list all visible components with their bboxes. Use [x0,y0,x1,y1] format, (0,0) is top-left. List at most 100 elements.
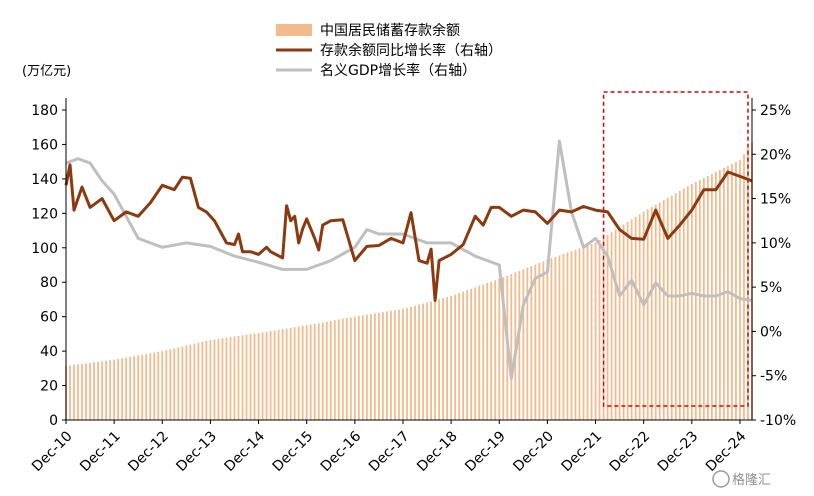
bar [353,316,356,420]
bar [542,261,545,420]
bar [297,326,300,420]
bar [586,245,589,420]
bar [390,310,392,420]
left-tick-label: 60 [40,310,58,326]
x-tick-label: Dec-19 [462,428,509,475]
bar [281,329,284,420]
bar [261,332,264,420]
bar [546,259,549,420]
bar [149,353,152,420]
bar [201,341,204,420]
x-tick-label: Dec-11 [77,428,124,475]
axes-group: 0 20 40 60 80 100 120 140 160 180 -10% -5% 0% 5% 10% 15… [29,98,796,475]
bar [386,311,388,420]
bar [213,339,216,420]
bar [474,287,477,420]
x-tick-label: Dec-21 [559,428,606,475]
bar [446,297,448,420]
bar [374,313,376,420]
bar [369,314,372,420]
bar [221,338,224,420]
x-tick-label: Dec-23 [655,428,702,475]
left-tick-label: 20 [40,379,58,395]
bar [482,284,485,420]
bar [634,216,637,420]
bar [177,347,180,420]
right-tick-label: -10% [760,413,796,429]
bar [682,188,685,420]
left-axis-unit: (万亿元) [22,64,71,79]
bar [739,159,741,420]
x-tick-label: Dec-15 [270,428,317,475]
right-tick-label: 15% [760,192,791,208]
bar [674,193,677,420]
bar [622,224,625,420]
bar [125,357,128,420]
bar [325,321,328,420]
bar [101,361,103,420]
bar [197,342,200,420]
bar [526,267,529,420]
gdp-growth-line [65,139,753,380]
x-tick-label: Dec-13 [173,428,220,475]
bar [365,314,368,420]
bar [321,322,324,420]
bar [442,298,444,420]
bar [337,319,340,420]
bar [422,303,424,420]
x-tick-label: Dec-14 [222,428,269,475]
bar [582,246,585,420]
bar [418,304,420,420]
bar [141,354,144,420]
bar [646,209,649,420]
bar [662,200,665,420]
bar [454,294,457,420]
bar [470,288,473,420]
bar [398,309,400,420]
bar [277,329,280,420]
bar [309,324,312,420]
right-tick-label: 0% [760,324,782,340]
bar [618,227,621,420]
bar [702,178,705,420]
bar [486,283,489,420]
bar [69,365,71,420]
bar [105,360,108,420]
bar [85,363,87,420]
bar [434,300,436,420]
x-tick-label: Dec-22 [607,428,654,475]
left-tick-label: 140 [31,172,58,188]
bar [538,262,541,420]
bar [606,234,609,420]
bar [666,197,669,420]
bar [402,308,404,420]
bar [426,302,428,420]
bar [654,204,657,420]
bar [382,312,384,420]
bar [743,154,745,420]
bar [121,358,124,420]
bar [678,190,681,420]
bar [229,337,232,420]
bar [690,184,693,420]
x-tick-label: Dec-20 [510,428,557,475]
bar [466,290,469,420]
bar [285,328,288,420]
bar [193,343,196,420]
bar [357,316,360,420]
bar [494,280,497,420]
x-tick-label: Dec-16 [318,428,365,475]
bar [706,176,709,420]
bar [153,352,156,420]
left-tick-label: 0 [49,413,58,429]
bar [610,232,613,420]
bar [305,325,308,420]
bar [97,361,99,420]
bar [249,334,252,420]
bar [462,291,465,420]
bar [642,211,645,420]
bar [502,277,505,420]
bar [630,219,633,420]
